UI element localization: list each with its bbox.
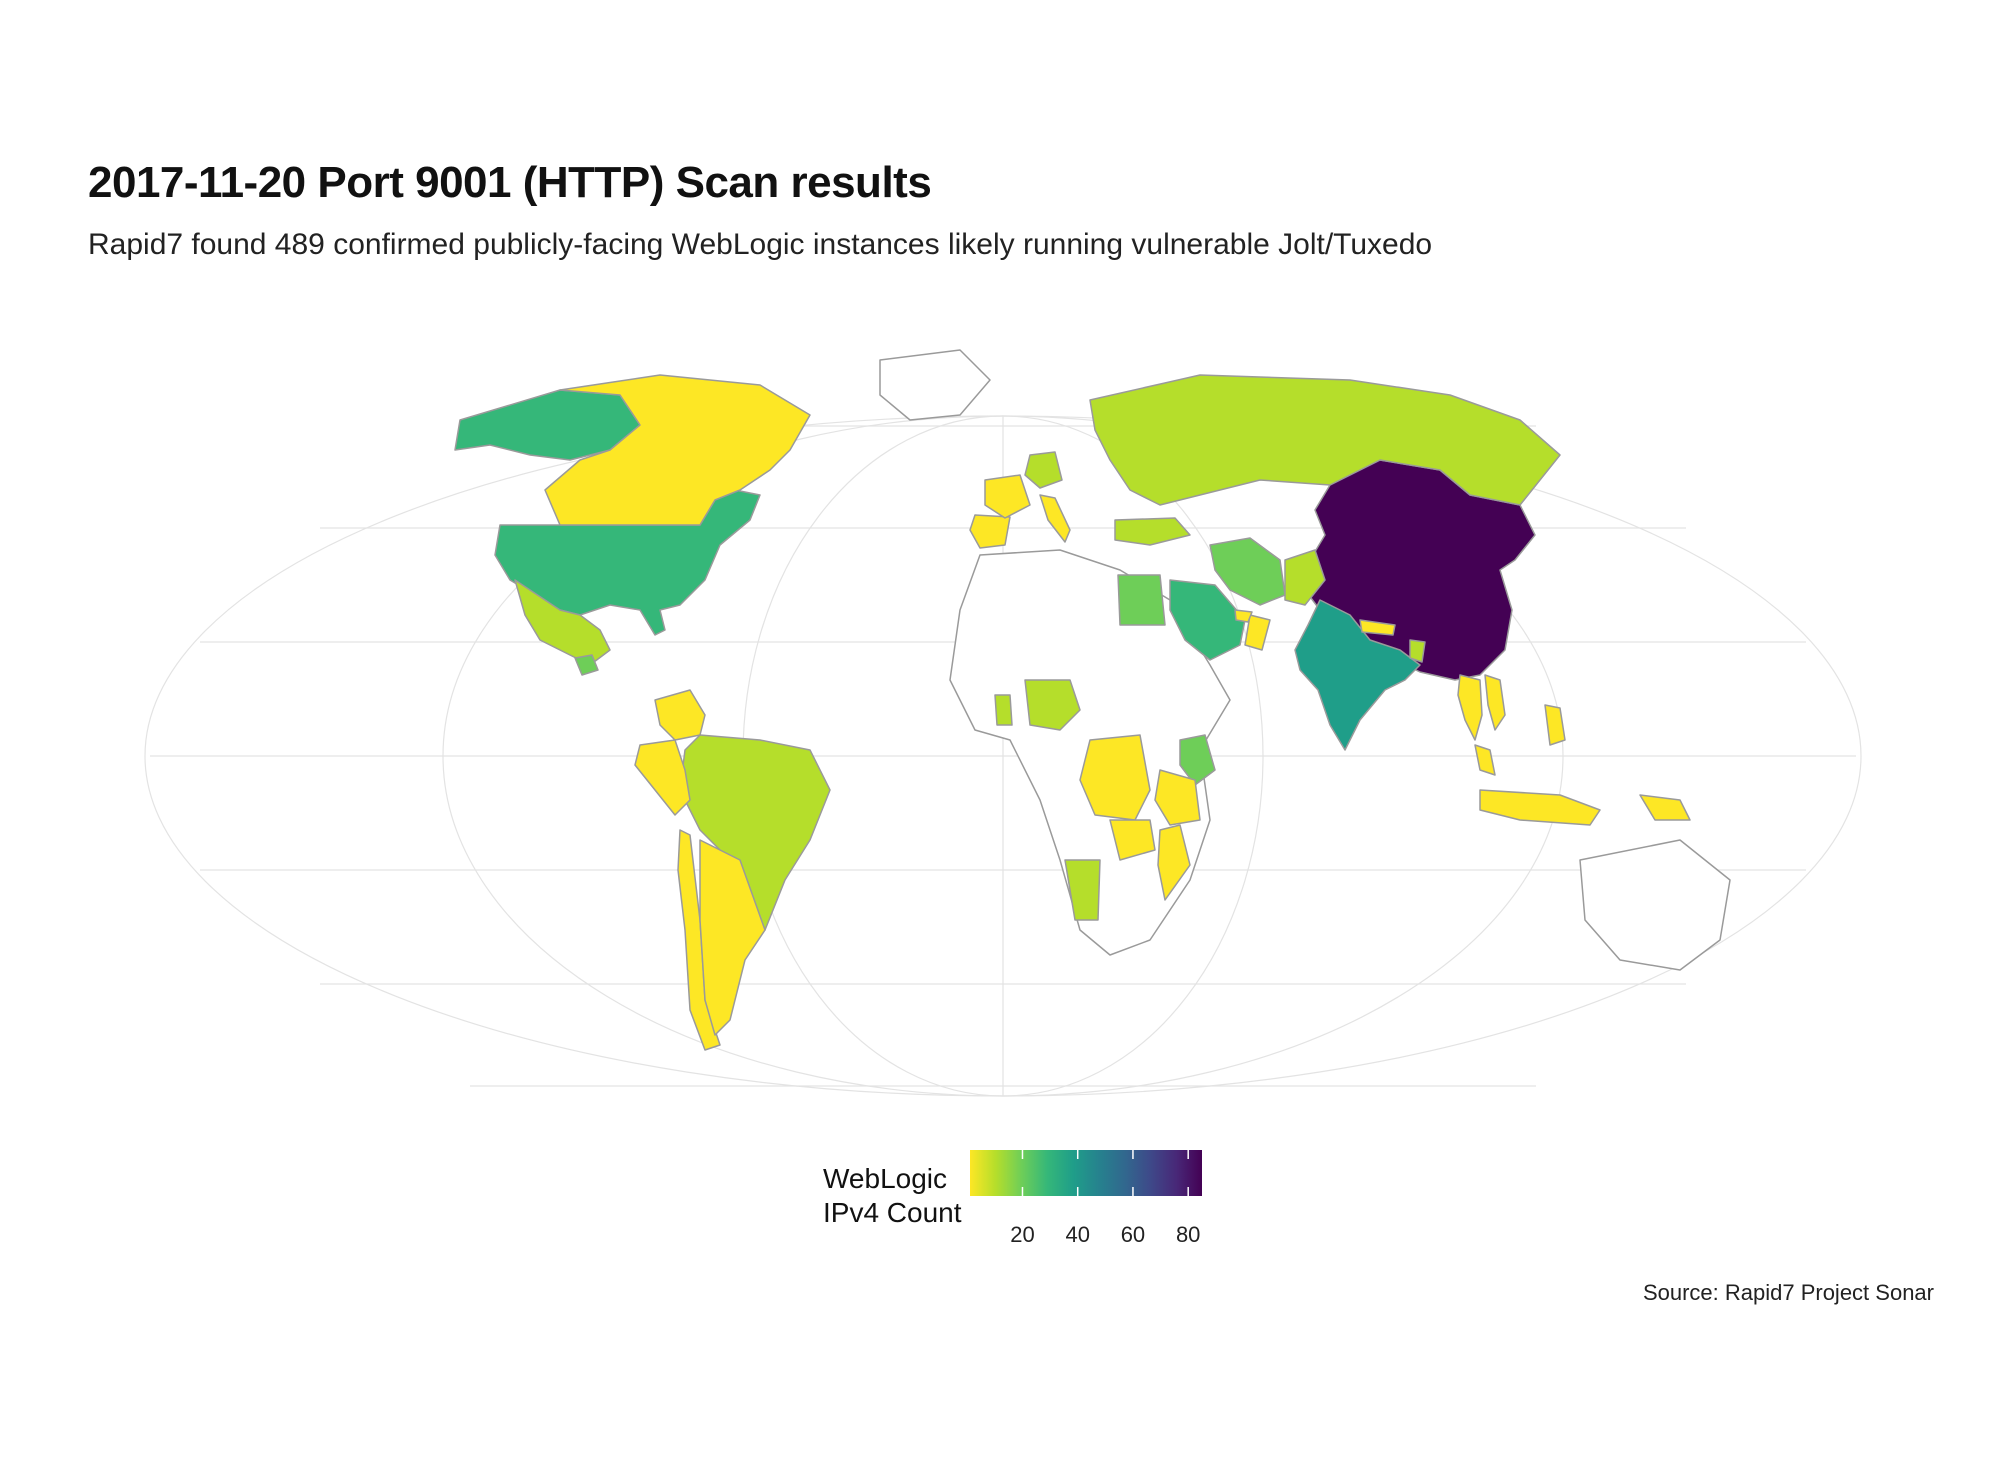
country-france (984, 474, 1031, 519)
country-india (1294, 599, 1421, 751)
country-peru (634, 739, 691, 816)
country-philippines (1544, 704, 1566, 746)
country-pakistan (1284, 549, 1326, 606)
country-germany (1024, 451, 1063, 489)
country-oman (1244, 614, 1271, 651)
country-argentina (699, 839, 766, 1036)
landmass-outline (1579, 839, 1731, 971)
country-colombia (654, 689, 706, 741)
country-mozambique (1157, 824, 1191, 901)
landmass-outline (879, 349, 991, 421)
legend-title-line1: WebLogic (823, 1163, 948, 1194)
country-saudi-arabia (1169, 579, 1246, 661)
country-italy (1039, 494, 1071, 543)
country-canada (544, 374, 811, 526)
country-iran (1209, 537, 1286, 606)
country-thailand (1457, 674, 1483, 741)
legend-tick-label: 60 (1120, 1222, 1146, 1247)
country-tanzania (1154, 769, 1201, 826)
country-russia (1089, 374, 1561, 506)
legend-tick-label: 20 (1010, 1222, 1035, 1247)
country-kenya (1179, 734, 1216, 786)
country-turkey (1114, 517, 1191, 546)
legend-tick-label: 40 (1065, 1222, 1090, 1247)
country-malaysia (1474, 744, 1496, 776)
country-guatemala (574, 654, 599, 676)
country-zambia (1109, 819, 1156, 861)
country-bangladesh (1409, 639, 1426, 663)
chart-title: 2017-11-20 Port 9001 (HTTP) Scan results (88, 158, 932, 207)
legend-colorbar (970, 1150, 1202, 1196)
country-nepal (1359, 619, 1396, 636)
country-chile (677, 829, 721, 1051)
country-ghana (994, 694, 1013, 726)
world-map (144, 349, 1862, 1097)
country-indonesia (1479, 789, 1601, 826)
country-nigeria (1024, 679, 1081, 731)
country-namibia (1064, 859, 1101, 921)
legend-tick-label: 80 (1175, 1222, 1201, 1247)
country-vietnam (1484, 674, 1506, 731)
country-shapes (454, 349, 1731, 1051)
chart-subtitle: Rapid7 found 489 confirmed publicly-faci… (88, 228, 1433, 261)
source-caption: Source: Rapid7 Project Sonar (1642, 1280, 1934, 1305)
country-spain (969, 514, 1011, 549)
country-mexico (514, 579, 611, 666)
legend-title: WebLogic IPv4 Count (823, 1162, 962, 1230)
country-egypt (1117, 574, 1166, 626)
country-papua-new-guinea (1639, 794, 1691, 821)
country-uae (1234, 609, 1253, 623)
legend-title-line2: IPv4 Count (823, 1197, 962, 1228)
